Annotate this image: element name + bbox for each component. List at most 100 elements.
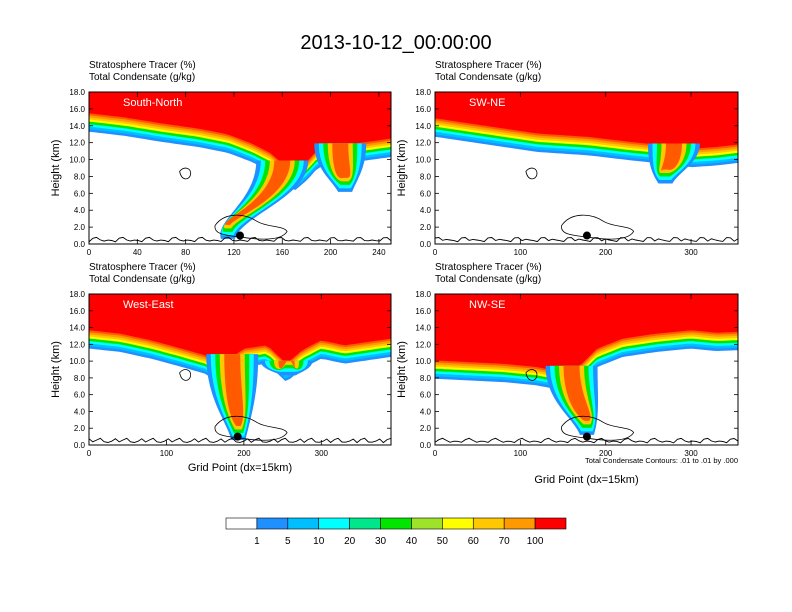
x-tick-label: 0 [433,248,438,257]
y-tick-label: 18.0 [415,88,431,97]
y-tick-label: 0.0 [420,240,432,249]
y-tick-label: 18.0 [415,290,431,299]
panel-header-line: Stratosphere Tracer (%) [435,262,542,273]
plot-frame [88,293,392,446]
colorbar-swatch [472,517,505,530]
condensate-contour [214,415,288,441]
x-tick-label: 300 [684,449,698,458]
panel-header-line: Stratosphere Tracer (%) [435,60,542,71]
terrain-line [89,236,391,243]
location-marker [582,231,591,240]
y-tick-label: 12.0 [415,139,431,148]
x-tick-label: 240 [372,248,386,257]
tracer-band-9 [435,92,738,149]
condensate-contour [561,214,635,240]
location-marker [582,432,591,441]
plot-area-south-north [89,92,391,244]
x-tick-label: 100 [514,248,528,257]
intrusion-1-band-5 [563,365,591,421]
colorbar-level-label: 1 [254,536,260,547]
intrusion-2-band-5 [332,143,351,179]
y-tick-label: 2.0 [420,223,432,232]
colorbar-swatch [442,517,474,530]
panel-south-north: 0.0 2.0 4.0 6.0 8.0 10.0 12.0 14.0 16.0 18.0 0 40 80… [50,60,392,257]
y-tick-label: 8.0 [74,172,86,181]
condensate-contour [179,369,192,381]
colorbar-level-label: 100 [527,536,544,547]
y-tick-label: 4.0 [420,206,432,215]
location-marker [236,231,244,240]
x-tick-label: 0 [87,248,92,257]
y-tick-label: 8.0 [74,374,86,383]
y-tick-label: 0.0 [420,441,432,450]
x-tick-label: 160 [276,248,290,257]
x-tick-label: 300 [684,248,698,257]
plot-frame [88,91,392,245]
y-tick-label: 10.0 [69,156,85,165]
region-label: South-North [123,97,182,109]
y-tick-label: 14.0 [69,324,85,333]
y-tick-label: 6.0 [74,189,86,198]
y-tick-label: 10.0 [415,156,431,165]
condensate-contour [525,167,538,180]
plot-area-west-east [89,294,391,445]
colorbar-swatch [318,517,350,530]
colorbar-swatch [411,517,443,530]
y-tick-label: 16.0 [69,105,85,114]
x-tick-label: 200 [599,449,613,458]
y-tick-label: 0.0 [74,441,86,450]
y-tick-label: 6.0 [420,391,432,400]
figure-title: 2013-10-12_00:00:00 [300,32,491,54]
y-axis-label: Height (km) [50,341,62,398]
colorbar-swatch [503,517,536,530]
panels: 0.0 2.0 4.0 6.0 8.0 10.0 12.0 14.0 16.0 18.0 0 40 80… [50,60,739,486]
colorbar-level-label: 40 [406,536,418,547]
y-tick-label: 12.0 [69,139,85,148]
x-tick-label: 100 [160,449,174,458]
panel-header-line: Total Condensate (g/kg) [435,274,541,285]
x-tick-label: 40 [133,248,142,257]
y-axis-label: Height (km) [396,341,408,398]
intrusion-2-band-5 [278,360,295,369]
tracer-band-9 [89,294,391,365]
y-tick-label: 18.0 [69,290,85,299]
plot-frame [434,293,739,446]
colorbar-swatch [380,517,412,530]
y-tick-label: 8.0 [420,172,432,181]
colorbar-level-label: 20 [344,536,356,547]
y-tick-label: 12.0 [415,340,431,349]
y-tick-label: 16.0 [415,105,431,114]
condensate-contour [525,369,538,381]
y-tick-label: 18.0 [69,88,85,97]
panel-header-line: Total Condensate (g/kg) [435,72,541,83]
panel-header-line: Total Condensate (g/kg) [89,274,195,285]
y-tick-label: 2.0 [420,424,432,433]
y-tick-label: 14.0 [415,324,431,333]
colorbar-swatch [349,517,381,530]
x-tick-label: 100 [514,449,528,458]
y-axis-label: Height (km) [50,140,62,197]
terrain-line [89,437,391,444]
y-tick-label: 4.0 [74,206,86,215]
panel-nw-se: 0.0 2.0 4.0 6.0 8.0 10.0 12.0 14.0 16.0 18.0 0 100 2… [396,262,739,486]
y-tick-label: 16.0 [415,307,431,316]
panel-header-line: Stratosphere Tracer (%) [89,262,196,273]
panel-header-line: Stratosphere Tracer (%) [89,60,196,71]
x-tick-label: 0 [433,449,438,458]
colorbar-level-label: 5 [285,536,291,547]
colorbar-swatch [225,517,258,530]
intrusion-1-band-5 [225,160,291,225]
colorbar-level-label: 50 [437,536,449,547]
colorbar-level-label: 10 [313,536,325,547]
x-tick-label: 200 [237,449,251,458]
contour-note: Total Condensate Contours: .01 to .01 by… [585,456,738,465]
terrain-line [435,237,738,243]
region-label: West-East [123,299,174,311]
plot-area-nw-se [435,294,738,445]
x-tick-label: 300 [315,449,329,458]
x-tick-label: 0 [87,449,92,458]
colorbar: 1 5 10 20 30 40 50 60 70 100 [225,517,567,547]
x-tick-label: 80 [181,248,190,257]
tracer-band-9 [435,294,738,372]
